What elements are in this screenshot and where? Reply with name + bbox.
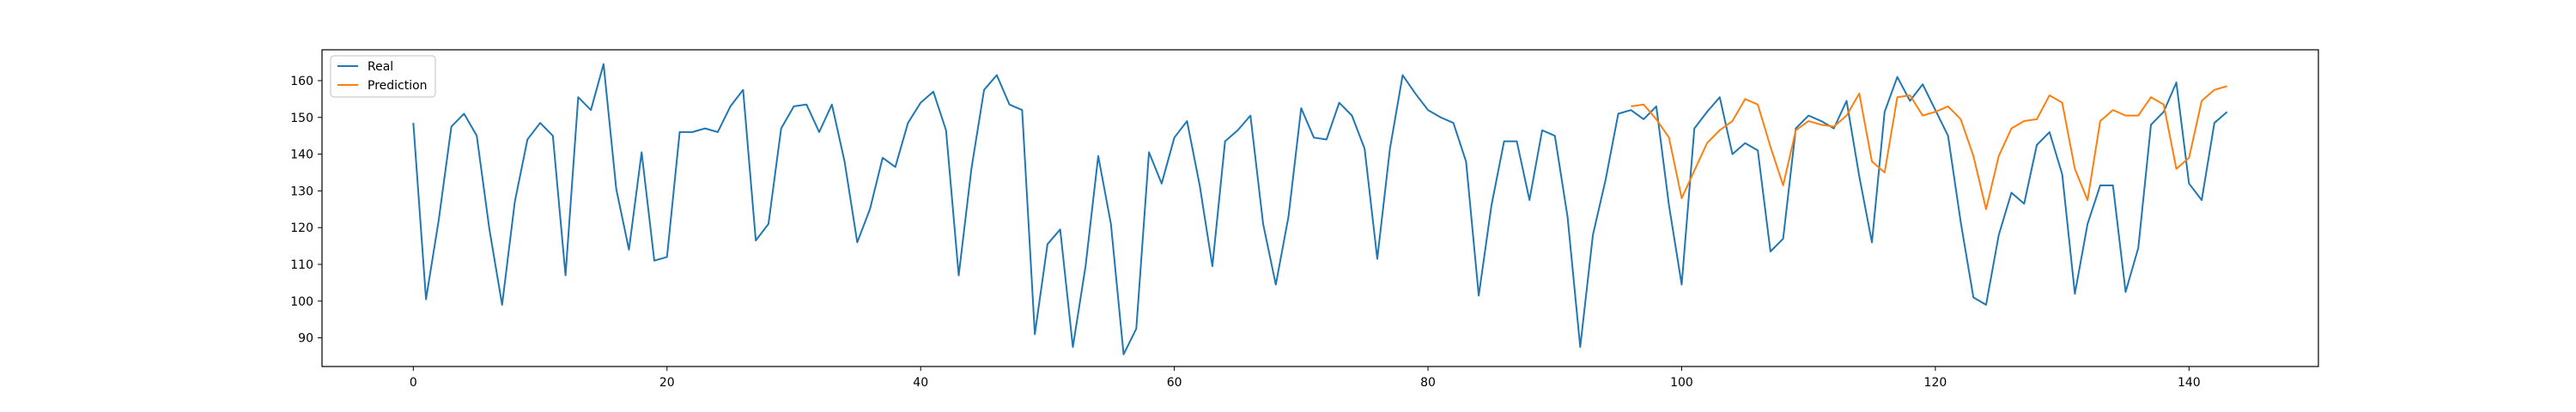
legend: Real Prediction	[330, 55, 436, 98]
y-tick-label: 140	[290, 148, 313, 162]
x-tick-label: 60	[1167, 376, 1182, 390]
y-tick-label: 90	[298, 332, 313, 346]
y-tick-label: 100	[290, 295, 313, 309]
axes: 0 20 40 60 80 100 120 140 90 100 110 120 130 140 150 16…	[290, 49, 2319, 390]
y-tick-label: 120	[290, 221, 313, 235]
series-lines	[412, 63, 2228, 355]
y-tick-label: 110	[290, 258, 313, 272]
x-tick-label: 40	[913, 376, 928, 390]
legend-label-prediction: Prediction	[368, 79, 428, 93]
x-tick-label: 20	[659, 376, 675, 390]
x-tick-label: 0	[410, 376, 417, 390]
x-tick-label: 140	[2178, 376, 2201, 390]
x-tick-label: 80	[1420, 376, 1436, 390]
y-tick-label: 160	[290, 75, 313, 88]
plot-frame	[321, 49, 2319, 367]
y-tick-label: 130	[290, 185, 313, 198]
legend-label-real: Real	[368, 60, 393, 74]
x-tick-label: 100	[1670, 376, 1693, 390]
series-line-prediction	[1631, 85, 2227, 210]
y-tick-label: 150	[290, 112, 313, 125]
series-line-real	[412, 63, 2228, 355]
x-tick-label: 120	[1924, 376, 1947, 390]
